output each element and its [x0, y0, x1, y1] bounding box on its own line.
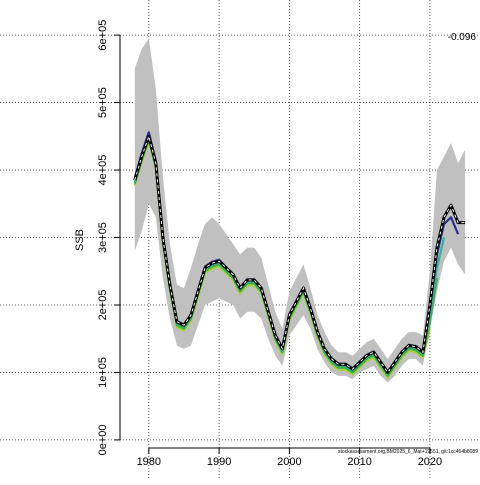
y-tick-label: 0e+00	[97, 424, 109, 455]
x-tick-label: 1980	[137, 456, 161, 468]
y-tick-label: 3e+05	[97, 222, 109, 253]
annotation: -0.096	[448, 32, 477, 43]
y-tick-label: 1e+05	[97, 357, 109, 388]
y-tick-label: 2e+05	[97, 290, 109, 321]
y-tick-label: 4e+05	[97, 155, 109, 186]
series-line	[133, 140, 432, 379]
y-axis-label: SSB	[74, 229, 86, 251]
y-tick-label: 5e+05	[97, 87, 109, 118]
x-tick-label: 2010	[347, 456, 371, 468]
x-tick-label: 2020	[418, 456, 442, 468]
caption: stockassessment.org,BM2025_6_Mat+19551, …	[338, 449, 478, 455]
x-tick-label: 2000	[277, 456, 301, 468]
y-tick-label: 6e+05	[97, 20, 109, 51]
x-tick-label: 1990	[207, 456, 231, 468]
confidence-band	[134, 38, 466, 383]
series-line-dash	[134, 134, 466, 374]
